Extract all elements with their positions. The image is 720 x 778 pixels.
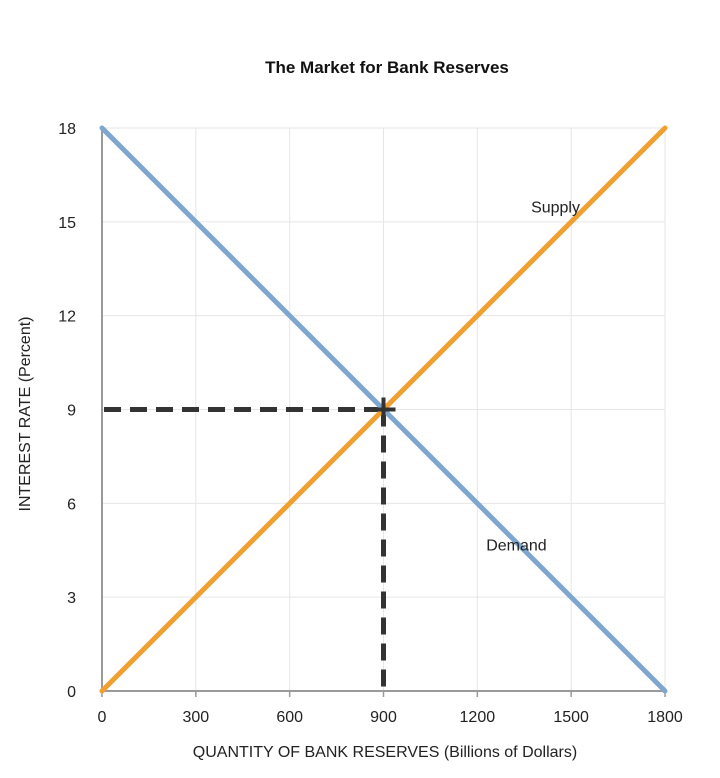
tick-labels: 0 300 600 900 1200 1500 1800 0 3 6 9 12 15 18 xyxy=(58,121,683,726)
y-tick-label-6: 6 xyxy=(67,496,76,513)
x-tick-label-1500: 1500 xyxy=(553,709,589,726)
y-axis-label: INTEREST RATE (Percent) xyxy=(17,317,34,512)
y-tick-label-0: 0 xyxy=(67,684,76,701)
x-tick-label-600: 600 xyxy=(276,709,303,726)
chart-title: The Market for Bank Reserves xyxy=(265,58,509,77)
y-tick-label-15: 15 xyxy=(58,215,76,232)
equilibrium-marker xyxy=(371,397,396,422)
x-tick-label-1200: 1200 xyxy=(460,709,496,726)
y-tick-label-12: 12 xyxy=(58,309,76,326)
series-label-supply: Supply xyxy=(531,199,580,216)
equilibrium-reference-lines xyxy=(104,407,386,691)
y-tick-label-9: 9 xyxy=(67,403,76,420)
y-tick-label-3: 3 xyxy=(67,590,76,607)
series-label-demand: Demand xyxy=(486,537,546,554)
x-axis-label: QUANTITY OF BANK RESERVES (Billions of D… xyxy=(193,744,577,761)
series-labels: Supply Demand xyxy=(486,199,580,554)
y-tick-label-18: 18 xyxy=(58,121,76,138)
x-tick-label-900: 900 xyxy=(370,709,397,726)
x-tick-label-1800: 1800 xyxy=(647,709,683,726)
x-tick-label-300: 300 xyxy=(182,709,209,726)
x-tick-label-0: 0 xyxy=(98,709,107,726)
